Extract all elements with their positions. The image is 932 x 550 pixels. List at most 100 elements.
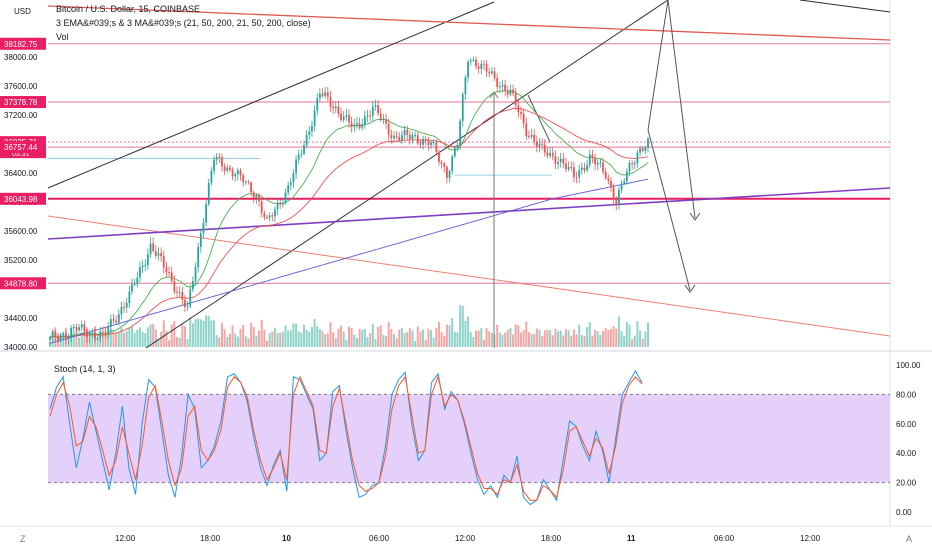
volume-bar bbox=[406, 332, 409, 347]
price-label-bg bbox=[0, 277, 46, 290]
candle-body bbox=[194, 267, 197, 281]
volume-bar bbox=[292, 323, 295, 347]
volume-bar bbox=[377, 326, 380, 347]
volume-bar bbox=[501, 334, 504, 347]
volume-bar bbox=[308, 331, 311, 347]
volume-bar bbox=[636, 321, 639, 347]
volume-bar bbox=[527, 332, 530, 347]
candle-body bbox=[371, 106, 374, 116]
volume-bar bbox=[392, 334, 395, 347]
candle-body bbox=[615, 199, 618, 205]
candle-body bbox=[49, 336, 51, 340]
candle-body bbox=[520, 112, 522, 114]
candle-body bbox=[326, 92, 329, 97]
candle-body bbox=[607, 178, 610, 181]
candle-body bbox=[112, 319, 115, 321]
candle-body bbox=[361, 124, 364, 128]
volume-bar bbox=[303, 325, 306, 347]
volume-bar bbox=[244, 336, 247, 347]
stoch-tick: 80.00 bbox=[896, 390, 917, 399]
volume-bar bbox=[453, 331, 456, 347]
indicator-legend[interactable]: 3 EMA&#039;s & 3 MA&#039;s (21, 50, 200,… bbox=[56, 18, 311, 28]
volume-bar bbox=[133, 332, 136, 347]
candle-body bbox=[578, 170, 581, 178]
candle-body bbox=[107, 326, 110, 333]
candle-body bbox=[170, 272, 173, 281]
auto-scale-icon[interactable]: Z bbox=[20, 534, 26, 544]
price-tick: 34000.00 bbox=[4, 343, 38, 352]
volume-bar bbox=[149, 324, 152, 347]
candle-body bbox=[464, 77, 467, 95]
volume-bar bbox=[464, 320, 467, 347]
volume-bar bbox=[340, 325, 343, 347]
candle-body bbox=[289, 182, 292, 186]
candle-body bbox=[432, 142, 435, 144]
candle-body bbox=[538, 143, 541, 147]
volume-bar bbox=[562, 335, 565, 347]
symbol-title: Bitcoin / U.S. Dollar, 15, COINBASE bbox=[56, 4, 201, 14]
candle-body bbox=[533, 134, 536, 142]
volume-bar bbox=[609, 329, 612, 347]
volume-bar bbox=[557, 331, 560, 347]
candle-body bbox=[377, 105, 380, 114]
candle-body bbox=[62, 333, 65, 336]
candle-body bbox=[438, 151, 440, 163]
stoch-tick: 20.00 bbox=[896, 479, 917, 488]
candle-body bbox=[430, 142, 432, 145]
volume-bar bbox=[625, 322, 628, 347]
volume-bar bbox=[514, 324, 517, 347]
candle-body bbox=[459, 120, 462, 146]
volume-bar bbox=[101, 333, 104, 347]
candle-body bbox=[334, 106, 337, 109]
volume-bar bbox=[504, 332, 507, 347]
volume-bar bbox=[379, 325, 382, 347]
candle-body bbox=[414, 135, 417, 137]
candle-body bbox=[324, 92, 327, 96]
price-label: 38182.75 bbox=[4, 40, 38, 49]
candle-body bbox=[424, 138, 427, 140]
volume-bar bbox=[525, 321, 528, 347]
candle-body bbox=[51, 331, 54, 337]
volume-bar bbox=[263, 329, 266, 347]
candle-body bbox=[223, 166, 226, 171]
candle-body bbox=[250, 182, 252, 193]
candle-body bbox=[427, 139, 430, 145]
volume-bar bbox=[445, 324, 448, 347]
candle-body bbox=[147, 254, 149, 265]
candle-body bbox=[218, 156, 221, 158]
time-tick: 11 bbox=[627, 534, 636, 543]
volume-bar bbox=[424, 339, 427, 347]
volume-bar bbox=[448, 325, 451, 347]
volume-bar bbox=[345, 340, 348, 347]
candle-body bbox=[509, 89, 512, 95]
candle-body bbox=[446, 167, 448, 178]
candle-body bbox=[234, 174, 237, 177]
volume-bar bbox=[281, 331, 284, 347]
volume-bar bbox=[432, 337, 435, 347]
candle-body bbox=[575, 177, 578, 179]
candle-body bbox=[475, 59, 477, 67]
candle-body bbox=[258, 195, 260, 202]
candle-body bbox=[559, 158, 562, 163]
candle-body bbox=[583, 167, 586, 171]
candle-body bbox=[369, 115, 372, 117]
volume-bar bbox=[189, 317, 192, 347]
candle-body bbox=[205, 204, 208, 223]
volume-bar bbox=[591, 335, 594, 347]
candle-body bbox=[268, 215, 271, 218]
candle-body bbox=[639, 148, 641, 153]
volume-bar bbox=[549, 330, 552, 347]
candle-body bbox=[67, 336, 70, 339]
volume-bar bbox=[96, 337, 99, 347]
trend-far bbox=[799, 0, 891, 13]
candle-body bbox=[419, 143, 422, 145]
volume-bar bbox=[639, 330, 642, 347]
log-scale-icon[interactable]: A bbox=[906, 534, 913, 544]
candle-body bbox=[318, 93, 321, 99]
candle-body bbox=[625, 171, 628, 182]
candle-body bbox=[141, 265, 144, 268]
volume-bar bbox=[287, 330, 290, 347]
volume-legend[interactable]: Vol bbox=[56, 32, 69, 42]
candle-body bbox=[133, 284, 136, 286]
